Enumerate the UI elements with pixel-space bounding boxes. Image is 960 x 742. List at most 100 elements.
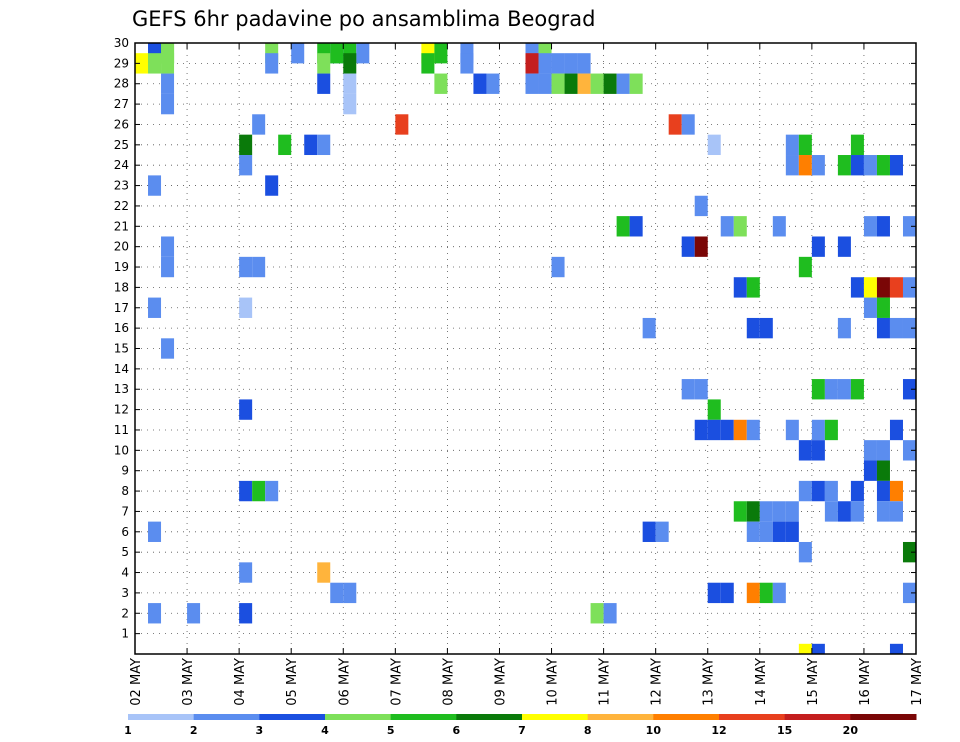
x-tick-label: 11 MAY xyxy=(598,658,613,706)
heatmap-cell xyxy=(239,480,253,502)
y-tick-label: 8 xyxy=(121,484,129,498)
heatmap-cell xyxy=(291,43,305,64)
heatmap-cell xyxy=(161,73,175,94)
y-tick-label: 6 xyxy=(121,525,129,539)
heatmap-cell xyxy=(720,582,734,604)
y-tick-label: 21 xyxy=(114,219,129,233)
heatmap-cell xyxy=(876,440,890,461)
heatmap-cell xyxy=(681,236,695,257)
heatmap-cell xyxy=(317,53,331,74)
x-tick-label: 06 MAY xyxy=(337,658,352,706)
heatmap-cell xyxy=(798,643,812,654)
colorbar-swatch xyxy=(325,714,392,720)
heatmap-cell xyxy=(746,277,760,298)
heatmap-cell xyxy=(161,93,175,115)
heatmap-cell xyxy=(876,277,890,298)
heatmap-cell xyxy=(694,236,708,257)
y-tick-label: 14 xyxy=(114,362,129,376)
heatmap-cell xyxy=(837,236,851,257)
colorbar-tick-label: 10 xyxy=(646,724,662,737)
heatmap-cell xyxy=(421,53,435,74)
y-tick-label: 10 xyxy=(114,443,129,457)
y-tick-label: 23 xyxy=(114,179,129,193)
colorbar-swatch xyxy=(587,714,654,720)
heatmap-cell xyxy=(772,521,786,542)
heatmap-cell xyxy=(161,256,175,278)
heatmap-cell xyxy=(707,582,721,604)
y-tick-label: 9 xyxy=(121,464,129,478)
y-tick-label: 4 xyxy=(121,566,129,580)
y-tick-label: 29 xyxy=(114,56,129,70)
heatmap-cell xyxy=(629,73,643,94)
heatmap-cell xyxy=(148,521,162,542)
heatmap-cell xyxy=(759,521,773,542)
y-tick-label: 5 xyxy=(121,545,129,559)
y-tick-label: 19 xyxy=(114,260,129,274)
heatmap-cell xyxy=(889,501,903,522)
x-tick-label: 07 MAY xyxy=(389,658,404,706)
heatmap-cell xyxy=(577,73,591,94)
heatmap-cell xyxy=(720,216,734,237)
colorbar-swatch xyxy=(193,714,260,720)
heatmap-cell xyxy=(694,195,708,217)
colorbar-swatch xyxy=(259,714,326,720)
heatmap-cell xyxy=(265,53,279,74)
heatmap-cell xyxy=(239,256,253,278)
y-tick-label: 15 xyxy=(114,342,129,356)
heatmap-cell xyxy=(616,216,630,237)
heatmap-cell xyxy=(772,501,786,522)
heatmap-cell xyxy=(668,114,682,135)
heatmap-cell xyxy=(824,419,838,441)
heatmap-cell xyxy=(239,399,253,420)
heatmap-cell xyxy=(811,379,825,400)
x-tick-label: 05 MAY xyxy=(285,658,300,706)
heatmap-cell xyxy=(889,277,903,298)
heatmap-cell xyxy=(785,155,799,176)
heatmap-cell xyxy=(889,155,903,176)
heatmap-cell xyxy=(135,53,149,74)
x-tick-label: 03 MAY xyxy=(181,658,196,706)
heatmap-cell xyxy=(343,93,357,115)
heatmap-cell xyxy=(603,603,617,624)
heatmap-cell xyxy=(889,419,903,441)
heatmap-cell xyxy=(161,236,175,257)
heatmap-cell xyxy=(863,460,877,481)
heatmap-cell xyxy=(720,419,734,441)
y-tick-label: 20 xyxy=(114,240,129,254)
x-tick-label: 08 MAY xyxy=(441,658,456,706)
heatmap-cell xyxy=(187,603,201,624)
y-tick-label: 1 xyxy=(121,627,129,641)
heatmap-cell xyxy=(824,379,838,400)
heatmap-cell xyxy=(148,53,162,74)
heatmap-cell xyxy=(798,256,812,278)
heatmap-cell xyxy=(317,562,331,583)
heatmap-cell xyxy=(239,297,253,318)
heatmap-cell xyxy=(161,43,175,64)
heatmap-cell xyxy=(434,73,448,94)
y-tick-label: 13 xyxy=(114,382,129,396)
heatmap-cell xyxy=(889,643,903,654)
heatmap-cell xyxy=(642,317,656,339)
heatmap-cell xyxy=(525,53,539,74)
colorbar-swatch xyxy=(653,714,720,720)
heatmap-cell xyxy=(785,521,799,542)
heatmap-cell xyxy=(590,73,604,94)
y-tick-label: 17 xyxy=(114,301,129,315)
heatmap-cell xyxy=(551,53,565,74)
heatmap-cell xyxy=(746,317,760,339)
heatmap-cell xyxy=(876,297,890,318)
heatmap-cell xyxy=(850,480,864,502)
y-axis: 1234567891011121314151617181920212223242… xyxy=(114,36,916,641)
heatmap-cell xyxy=(681,114,695,135)
colorbar-tick-label: 12 xyxy=(711,724,726,737)
x-tick-label: 17 MAY xyxy=(910,658,925,706)
heatmap-cell xyxy=(759,317,773,339)
colorbar-tick-label: 15 xyxy=(777,724,792,737)
heatmap-cell xyxy=(811,155,825,176)
heatmap-cell xyxy=(239,603,253,624)
heatmap-cell xyxy=(863,440,877,461)
heatmap-cell xyxy=(811,480,825,502)
heatmap-cell xyxy=(616,73,630,94)
heatmap-cell xyxy=(902,216,916,237)
y-tick-label: 16 xyxy=(114,321,129,335)
